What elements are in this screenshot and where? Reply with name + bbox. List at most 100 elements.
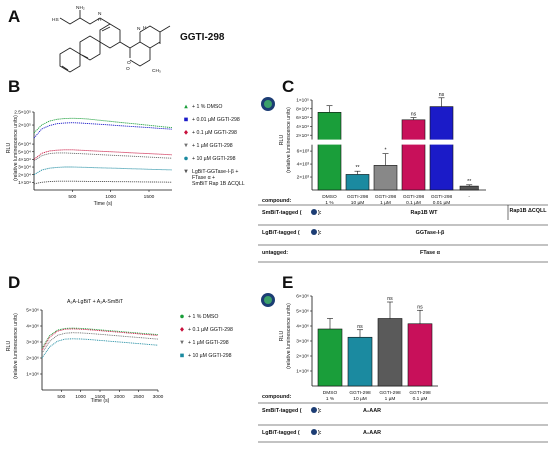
y-tick-label: 4×10⁴ xyxy=(296,124,309,130)
row-value: A₂AAR xyxy=(363,430,381,436)
tag-icon xyxy=(311,209,317,215)
series-line xyxy=(41,327,159,349)
compound-name: GGTI-298 xyxy=(180,32,225,43)
legend-label: + 1 % DMSO xyxy=(192,104,222,110)
bar xyxy=(407,323,433,387)
series-line xyxy=(33,122,173,139)
significance-label: ** xyxy=(467,179,471,185)
y-tick-label: 6×10³ xyxy=(297,149,310,155)
series-line xyxy=(41,338,159,359)
panel-label-b: B xyxy=(8,77,20,96)
y-axis-label-units: (relative luminescence units) xyxy=(286,107,292,173)
legend-marker xyxy=(180,353,184,358)
legend-label: + 1 µM GGTI-298 xyxy=(192,143,233,149)
legend-marker xyxy=(184,130,188,135)
bar xyxy=(429,106,454,191)
x-tick-label: 2500 xyxy=(133,394,144,400)
bar xyxy=(317,112,342,191)
chart-c: 2×10⁴ 4×10⁴ 6×10⁴ 8×10⁴ 1×10⁵ 2×10³ 4×10³ 6×10³… xyxy=(296,92,486,206)
y-tick-label: 2×10³ xyxy=(297,175,310,181)
x-tick-label: 1 % xyxy=(326,396,335,402)
y-axis-label: RLU xyxy=(279,135,285,146)
y-axis-label: RLU xyxy=(6,143,12,154)
legend-label: + 0.1 µM GGTI-298 xyxy=(188,327,233,333)
bar xyxy=(345,174,370,191)
y-tick-label: 2.5×10⁵ xyxy=(14,110,31,116)
significance-label: * xyxy=(384,148,386,154)
x-tick-label: 1 µM xyxy=(380,200,391,206)
bar xyxy=(401,119,426,191)
legend-marker xyxy=(184,104,188,109)
legend-label: LgBiT-GGTase-I-β + FTase α + SmBiT Rap 1B … xyxy=(192,169,245,187)
x-tick-label: 500 xyxy=(57,394,65,400)
y-tick-label: 6×10⁶ xyxy=(296,294,309,300)
legend-label: + 1 µM GGTI-298 xyxy=(188,340,229,346)
atom-label: O xyxy=(127,60,131,66)
row-label: SmBiT-tagged ( xyxy=(262,408,302,414)
significance-label: ns xyxy=(439,92,445,98)
legend-label: + 10 µM GGTI-298 xyxy=(192,156,236,162)
x-tick-label: GGTI-298 xyxy=(347,194,369,200)
atom-label: HS xyxy=(52,17,59,23)
compound-label: compound: xyxy=(262,394,292,400)
x-tick-label: GGTI-298 xyxy=(375,194,397,200)
atom-label: CH₃ xyxy=(152,68,161,74)
series-line xyxy=(41,328,159,351)
row-value: FTase α xyxy=(420,250,441,256)
row-value: A₂AAR xyxy=(363,408,381,414)
row-label-end: ): xyxy=(318,210,322,216)
y-tick-label: 8×10⁴ xyxy=(296,106,309,112)
x-tick-label: GGTI-298 xyxy=(379,390,401,396)
y-axis-label-units: (relative luminescence units) xyxy=(286,303,292,369)
significance-label: ns xyxy=(387,296,393,302)
legend-marker xyxy=(180,340,184,345)
chart-c-condition-table: compound: SmBiT-tagged (): Rap1B WT Rap1B Δ… xyxy=(258,198,548,263)
legend-label: + 0.1 µM GGTI-298 xyxy=(192,130,237,136)
y-axis-label-units: (relative luminescence units) xyxy=(13,115,19,181)
assay-icon xyxy=(261,293,275,307)
bar xyxy=(459,185,479,191)
y-tick-label: 1×10⁵ xyxy=(296,98,309,104)
chart-e-condition-table: compound: SmBiT-tagged (): A₂AAR LgBiT-tagg… xyxy=(258,394,548,443)
y-tick-label: 6×10⁴ xyxy=(296,115,309,121)
axis-break xyxy=(308,139,486,145)
y-tick-label: 1×10⁴ xyxy=(18,180,31,186)
x-axis-label: Time (s) xyxy=(91,398,110,404)
series-line xyxy=(33,117,173,134)
y-tick-label: 1×10⁶ xyxy=(296,369,309,375)
legend-marker xyxy=(184,143,188,148)
y-tick-label: 3×10⁶ xyxy=(26,340,39,346)
legend-label: + 10 µM GGTI-298 xyxy=(188,353,232,359)
y-axis-label-units: (relative luminescence units) xyxy=(13,313,19,379)
x-tick-label: 0.01 µM xyxy=(433,200,450,206)
y-tick-label: 3×10⁶ xyxy=(296,339,309,345)
x-tick-label: 1500 xyxy=(95,394,106,400)
bar xyxy=(373,165,398,191)
y-tick-label: 6×10⁴ xyxy=(18,142,31,148)
chart-c-ylabel: RLU (relative luminescence units) xyxy=(279,107,292,173)
chart-title: A₂A-LgBiT + A₂A-SmBiT xyxy=(67,299,124,305)
panel-label-d: D xyxy=(8,273,20,292)
chart-e-ylabel: RLU (relative luminescence units) xyxy=(279,303,292,369)
series-line xyxy=(33,166,173,176)
chemical-structure xyxy=(59,10,171,73)
atom-label: N xyxy=(137,26,141,32)
atom-label: NH₂ xyxy=(76,5,85,11)
y-tick-label: 2×10⁴ xyxy=(296,133,309,139)
x-tick-label: GGTI-298 xyxy=(431,194,453,200)
y-tick-label: 4×10⁶ xyxy=(26,324,39,330)
row-label: untagged: xyxy=(262,250,288,256)
x-tick-label: 500 xyxy=(68,194,76,200)
row-label: LgBiT-tagged ( xyxy=(262,430,300,436)
bar xyxy=(347,336,373,387)
assay-icon xyxy=(261,97,275,111)
row-value: Rap1B WT xyxy=(411,210,439,216)
y-tick-label: 3×10⁴ xyxy=(18,165,31,171)
panel-label-c: C xyxy=(282,77,294,96)
legend-marker xyxy=(180,327,184,332)
x-tick-label: GGTI-298 xyxy=(403,194,425,200)
x-tick-label: 0.1 µM xyxy=(406,200,421,206)
chart-d-ylabel: RLU (relative luminescence units) xyxy=(6,313,19,379)
significance-label: ns xyxy=(411,112,417,118)
